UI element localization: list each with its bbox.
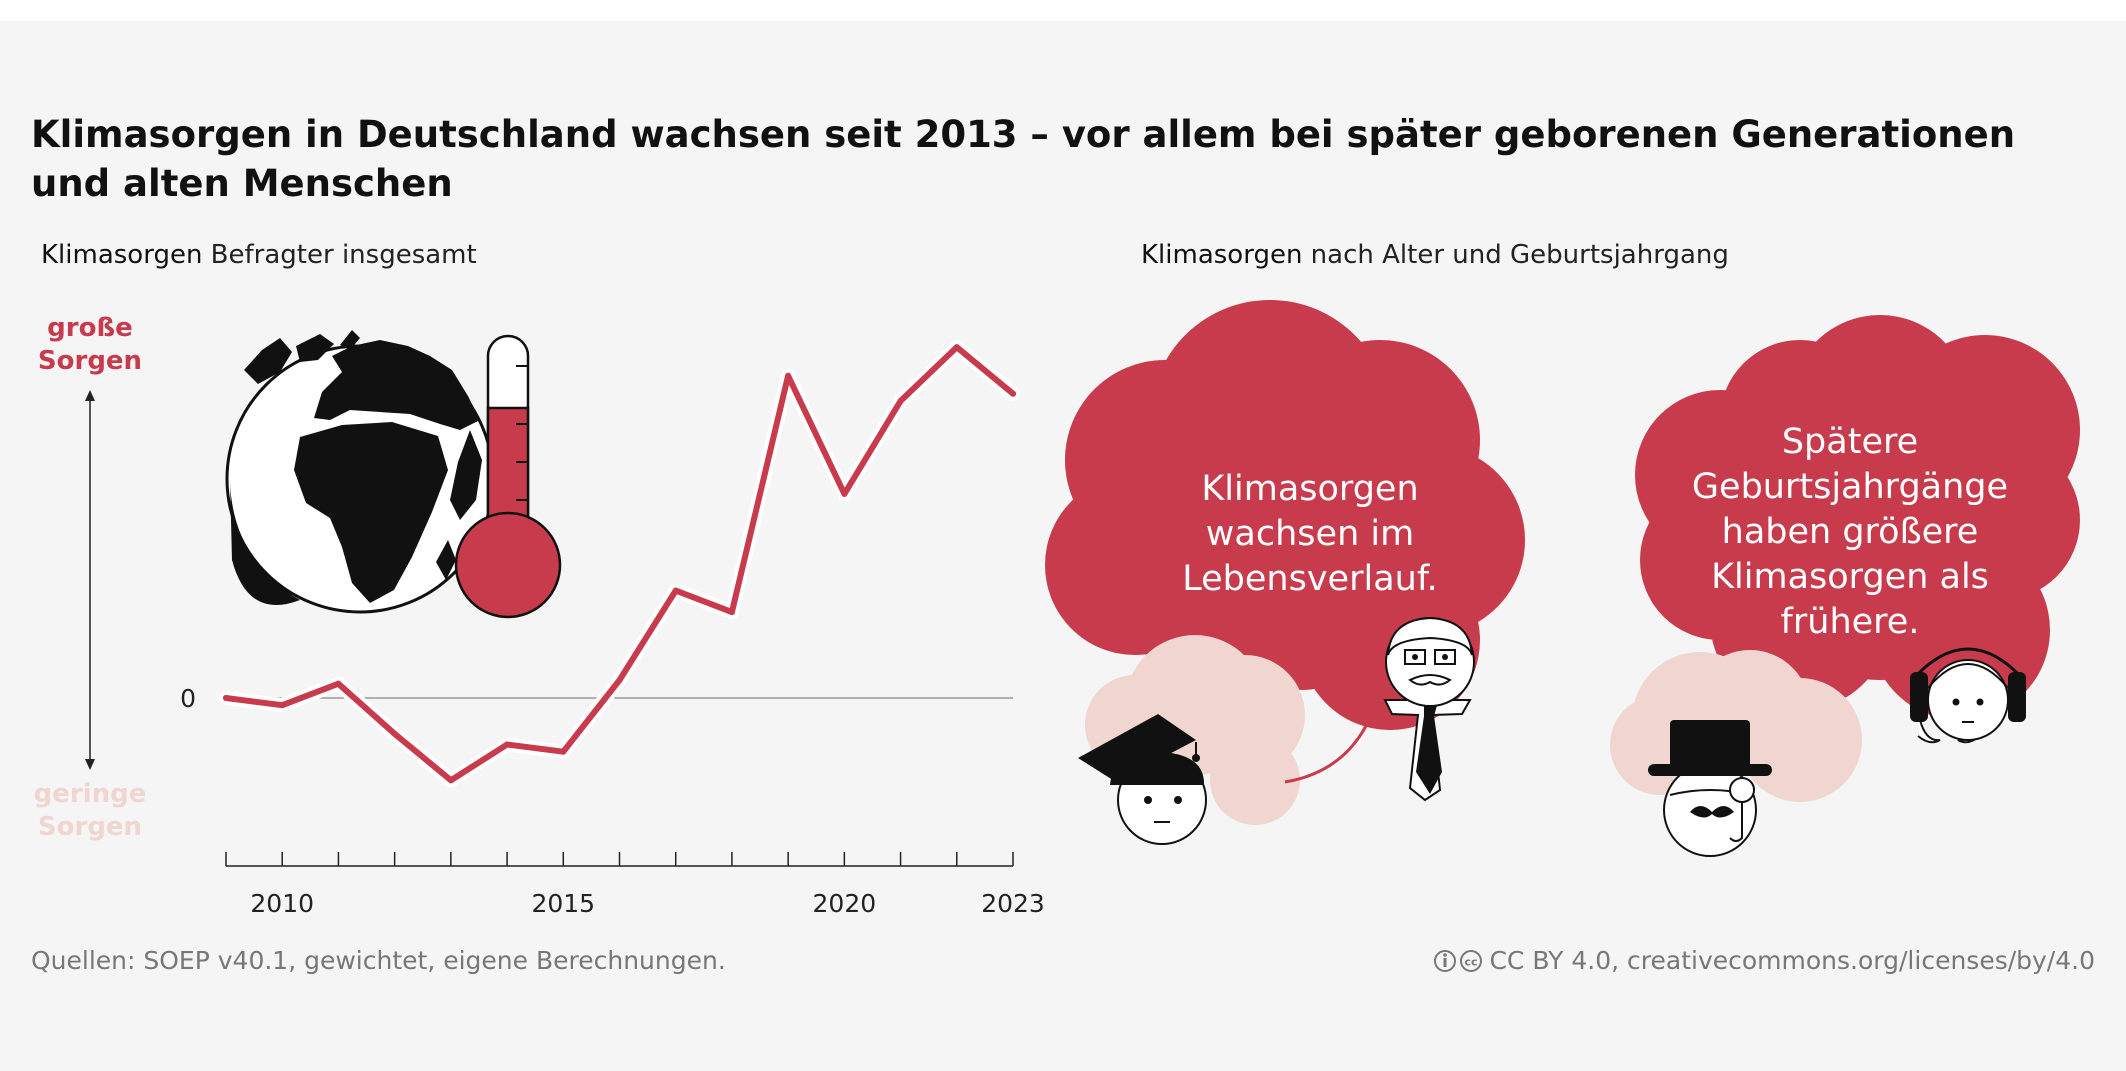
thermometer-icon xyxy=(454,334,562,619)
data-point xyxy=(672,587,679,594)
x-ticks xyxy=(225,852,1014,866)
cloud-2-line: Spätere xyxy=(1781,422,1919,462)
left-subtitle: Klimasorgen Befragter insgesamt xyxy=(41,240,477,270)
svg-text:cc: cc xyxy=(1464,955,1477,968)
data-point xyxy=(897,397,904,404)
data-point xyxy=(447,777,454,784)
y-label-bottom: geringe Sorgen xyxy=(33,779,147,842)
cloud-1-line: Lebensverlauf. xyxy=(1182,559,1438,599)
data-point xyxy=(560,748,567,755)
cloud-2-line: Geburtsjahrgänge xyxy=(1691,467,2009,507)
globe-icon xyxy=(225,330,495,614)
cloud-2-line: haben größere xyxy=(1721,512,1979,552)
cloud-2-line: Klimasorgen als xyxy=(1711,557,1989,597)
cloud-1-line: wachsen im xyxy=(1205,514,1415,554)
data-point xyxy=(953,344,960,351)
cc-icon: cc xyxy=(1433,949,1482,972)
cloud-2-text: Spätere Geburtsjahrgänge haben größere K… xyxy=(1690,420,2010,645)
cloud-1-dark xyxy=(1045,300,1525,730)
top-hat-man-icon xyxy=(1648,720,1772,857)
data-point xyxy=(728,609,735,616)
cloud-2-line: frühere. xyxy=(1780,602,1920,642)
x-tick-labels: 2010 2015 2020 2023 xyxy=(250,889,1044,918)
cloud-1-text: Klimasorgen wachsen im Lebensverlauf. xyxy=(1160,467,1460,602)
y-label-top: große Sorgen xyxy=(37,313,143,376)
left-subtitle-rest: Befragter insgesamt xyxy=(202,240,477,270)
y-axis-arrow xyxy=(85,390,95,770)
left-subtitle-bold: Klimasorgen xyxy=(41,240,203,270)
arrow-icon xyxy=(1284,705,1378,784)
headphones-girl-icon xyxy=(1910,647,2026,744)
cloud-1-line: Klimasorgen xyxy=(1201,469,1419,509)
chart-title: Klimasorgen in Deutschland wachsen seit … xyxy=(31,113,2016,205)
x-tick-label: 2010 xyxy=(250,889,314,918)
x-tick-label: 2020 xyxy=(813,889,877,918)
data-point xyxy=(1010,390,1016,397)
data-point xyxy=(391,730,398,737)
license-note: cc CC BY 4.0, creativecommons.org/licens… xyxy=(1432,946,2095,975)
x-tick-label: 2015 xyxy=(531,889,595,918)
graduate-icon xyxy=(1078,714,1207,845)
data-point xyxy=(223,695,229,701)
data-points xyxy=(223,344,1016,784)
data-point xyxy=(841,490,848,497)
source-note: Quellen: SOEP v40.1, gewichtet, eigene B… xyxy=(31,946,726,975)
data-point xyxy=(785,372,792,379)
data-point xyxy=(616,677,623,684)
data-point xyxy=(504,741,511,748)
data-point xyxy=(279,702,286,709)
right-subtitle-bold: Klimasorgen xyxy=(1141,240,1303,270)
right-subtitle-rest: nach Alter und Geburtsjahrgang xyxy=(1302,240,1729,270)
zero-label: 0 xyxy=(180,684,196,713)
right-subtitle: Klimasorgen nach Alter und Geburtsjahrga… xyxy=(1141,240,1729,270)
data-point xyxy=(335,680,342,687)
x-tick-label: 2023 xyxy=(981,889,1045,918)
older-man-icon xyxy=(1383,616,1475,802)
license-text: CC BY 4.0, creativecommons.org/licenses/… xyxy=(1489,946,2095,975)
